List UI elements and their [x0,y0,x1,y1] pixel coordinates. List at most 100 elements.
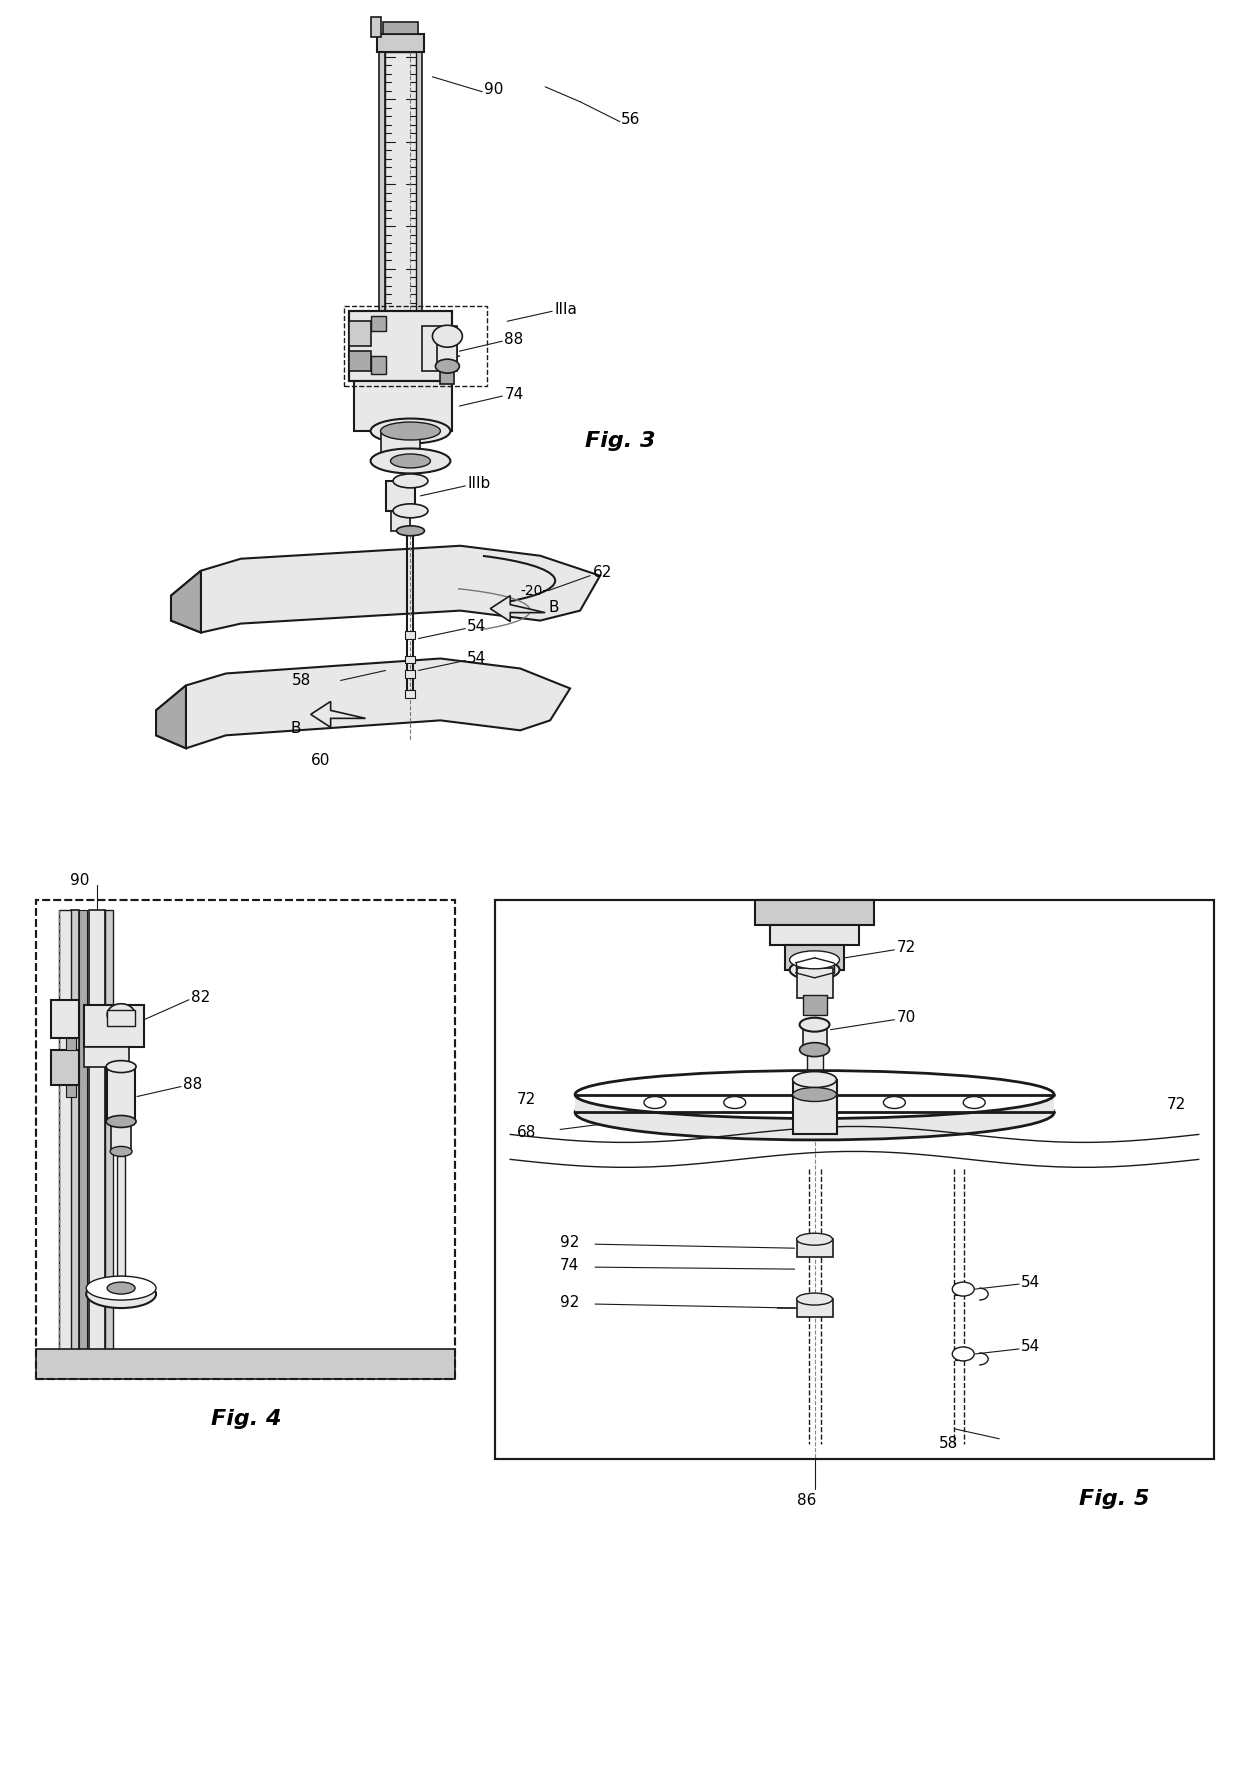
Bar [71,910,79,1369]
Bar [36,899,455,1378]
Bar [405,631,415,638]
Text: Fig. 5: Fig. 5 [1079,1488,1149,1509]
Bar [117,1156,125,1276]
Text: 74: 74 [560,1258,579,1272]
Ellipse shape [724,1097,745,1108]
Bar [378,51,384,382]
Ellipse shape [393,474,428,488]
Polygon shape [490,595,546,622]
Bar [423,327,458,371]
Bar [348,311,453,382]
Bar [796,1299,832,1316]
Bar [792,1080,837,1134]
Bar [66,1085,76,1097]
Bar [36,899,455,1378]
Text: 88: 88 [184,1078,202,1092]
Ellipse shape [87,1279,156,1308]
Ellipse shape [796,1233,832,1246]
Polygon shape [171,546,600,633]
Ellipse shape [381,422,440,440]
Ellipse shape [107,1283,135,1293]
Text: 54: 54 [467,650,486,666]
Text: 58: 58 [291,673,311,687]
Polygon shape [156,659,570,747]
Text: 54: 54 [467,618,486,634]
Bar [955,1348,963,1361]
Ellipse shape [87,1276,156,1301]
Ellipse shape [391,454,430,468]
Ellipse shape [883,1097,905,1108]
Ellipse shape [790,959,839,979]
Bar [84,1046,129,1067]
Ellipse shape [575,1085,1054,1140]
Text: 86: 86 [797,1493,816,1507]
Bar [371,357,386,375]
Ellipse shape [107,1004,135,1025]
Text: 92: 92 [560,1295,579,1309]
Bar [802,1025,827,1050]
Bar [417,51,423,382]
Text: 60: 60 [311,753,330,769]
Ellipse shape [371,449,450,474]
Bar [796,1239,832,1256]
Polygon shape [156,686,186,747]
Ellipse shape [963,1097,986,1108]
Bar [391,511,410,530]
Ellipse shape [800,1018,830,1032]
Bar [343,306,487,387]
Bar [796,968,832,998]
Ellipse shape [790,951,839,968]
Ellipse shape [433,325,463,346]
Ellipse shape [800,1043,830,1057]
Ellipse shape [952,1346,975,1361]
Bar [84,1005,144,1046]
Bar [79,910,87,1369]
Text: 90: 90 [485,83,503,97]
Bar [107,1067,135,1122]
Text: Fig. 3: Fig. 3 [585,431,655,451]
Bar [348,311,453,382]
Polygon shape [171,571,201,633]
Text: 72: 72 [897,940,915,956]
Text: 72: 72 [517,1092,537,1106]
Bar [770,924,859,945]
Text: 54: 54 [1021,1339,1040,1355]
Ellipse shape [435,359,459,373]
Ellipse shape [792,1087,837,1101]
Ellipse shape [107,1060,136,1073]
Text: 58: 58 [939,1437,959,1451]
Ellipse shape [575,1071,1054,1119]
Bar [66,1037,76,1050]
Text: IIIb: IIIb [467,477,491,491]
Text: 56: 56 [621,113,640,127]
Text: -20-: -20- [521,583,548,597]
Bar [51,1050,79,1085]
Text: B: B [290,721,301,735]
Ellipse shape [371,419,450,444]
Text: Fig. 4: Fig. 4 [211,1408,281,1430]
Bar [36,1348,455,1378]
Text: 82: 82 [191,990,211,1005]
Text: B: B [548,601,559,615]
Bar [51,1000,79,1037]
Bar [495,899,1214,1460]
Bar [405,656,415,663]
Bar [107,1009,135,1025]
Ellipse shape [393,504,428,518]
Text: 74: 74 [505,387,523,401]
Bar [806,1050,822,1080]
Bar [440,366,454,383]
Ellipse shape [796,1293,832,1306]
Text: 62: 62 [593,565,613,580]
Bar [112,1122,131,1152]
Polygon shape [311,701,366,728]
Ellipse shape [110,1147,133,1156]
Bar [405,670,415,679]
Bar [384,51,417,382]
Text: 70: 70 [897,1011,915,1025]
Bar [955,1283,963,1295]
Bar [785,945,844,970]
Bar [89,910,105,1369]
Ellipse shape [397,527,424,535]
Ellipse shape [644,1097,666,1108]
